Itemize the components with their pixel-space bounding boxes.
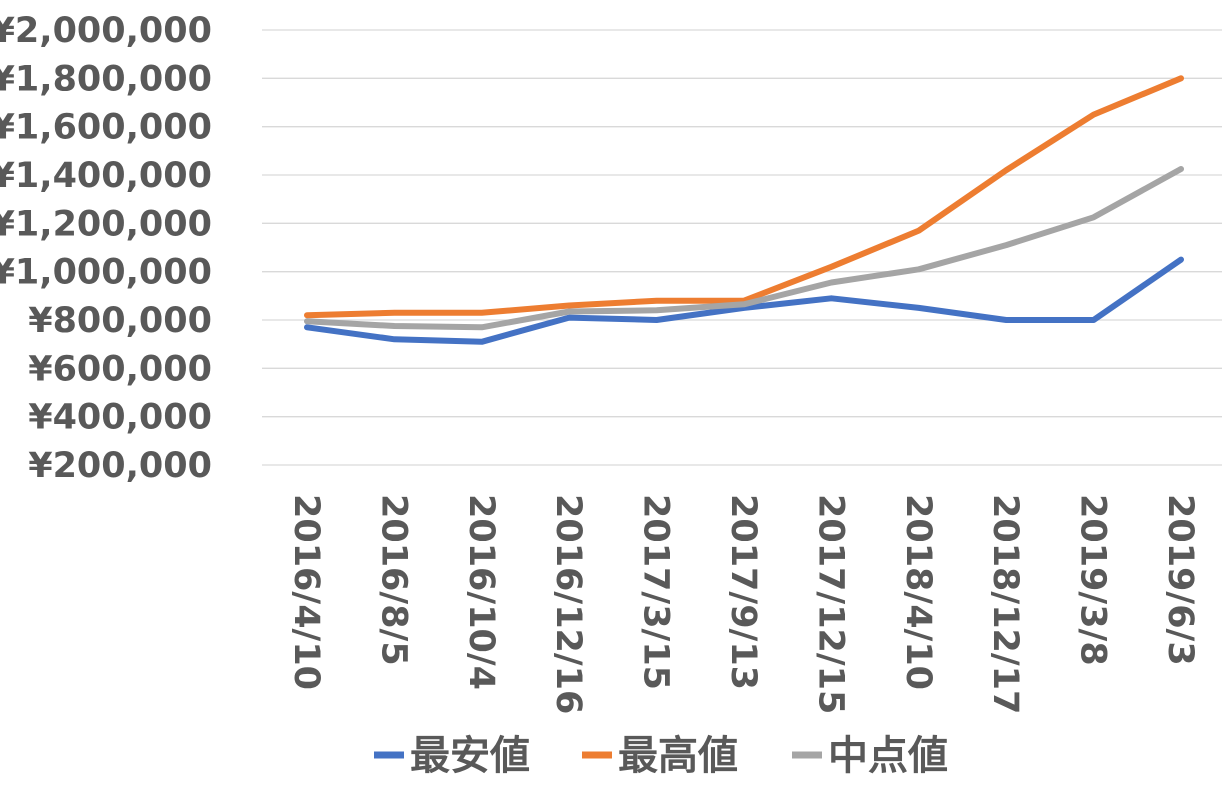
y-tick-label: ¥1,800,000 [0,59,212,99]
legend: 最安値 最高値 中点値 [374,733,948,779]
y-tick-label: ¥1,000,000 [0,253,212,293]
y-axis-tick-labels: ¥2,000,000 ¥1,800,000 ¥1,600,000 ¥1,400,000… [0,11,212,486]
x-tick-label: 2016/4/10 [286,494,326,690]
legend-label: 最高値 [618,733,738,779]
x-tick-label: 2017/3/15 [636,494,676,690]
y-tick-label: ¥2,000,000 [0,11,212,51]
y-tick-label: ¥200,000 [28,446,212,486]
x-tick-label: 2019/6/3 [1160,494,1200,666]
y-tick-label: ¥1,400,000 [0,156,212,196]
series-line-2 [304,166,1184,331]
y-tick-label: ¥800,000 [28,301,212,341]
legend-label: 最安値 [410,733,530,779]
x-tick-label: 2016/10/4 [461,494,501,690]
y-tick-label: ¥400,000 [28,398,212,438]
legend-label: 中点値 [828,733,948,779]
series-line-0 [304,256,1184,345]
x-tick-label: 2017/9/13 [723,494,763,690]
x-tick-label: 2019/3/8 [1073,494,1113,666]
x-tick-label: 2016/8/5 [373,494,413,666]
gridlines [262,29,1222,466]
x-tick-label: 2017/12/15 [810,494,850,714]
y-tick-label: ¥1,200,000 [0,204,212,244]
x-tick-label: 2018/12/17 [985,494,1025,714]
series-line-1 [304,75,1184,319]
x-tick-label: 2016/12/16 [548,494,588,714]
series-lines [304,75,1184,345]
y-tick-label: ¥1,600,000 [0,108,212,148]
y-tick-label: ¥600,000 [28,349,212,389]
x-tick-label: 2018/4/10 [898,494,938,690]
x-axis-tick-labels: 2016/4/10 2016/8/5 2016/10/4 2016/12/16 2017… [286,494,1200,714]
